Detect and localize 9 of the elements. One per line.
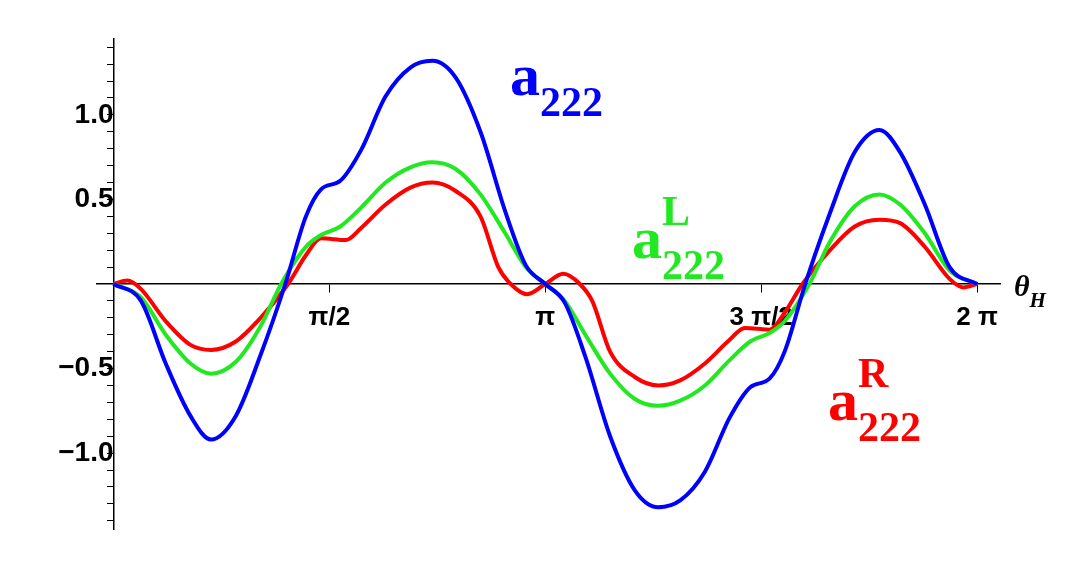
x-tick-label: π/2 (308, 300, 351, 331)
y-tick-label: −1.0 (58, 435, 114, 467)
x-tick-label: 2 π (956, 300, 998, 331)
y-tick-label: 0.5 (74, 182, 114, 214)
line-series (111, 180, 980, 388)
y-tick-label: −0.5 (58, 351, 114, 383)
line-series (111, 58, 980, 510)
y-tick-label: 1.0 (74, 97, 114, 129)
x-tick-label: π (535, 300, 556, 331)
